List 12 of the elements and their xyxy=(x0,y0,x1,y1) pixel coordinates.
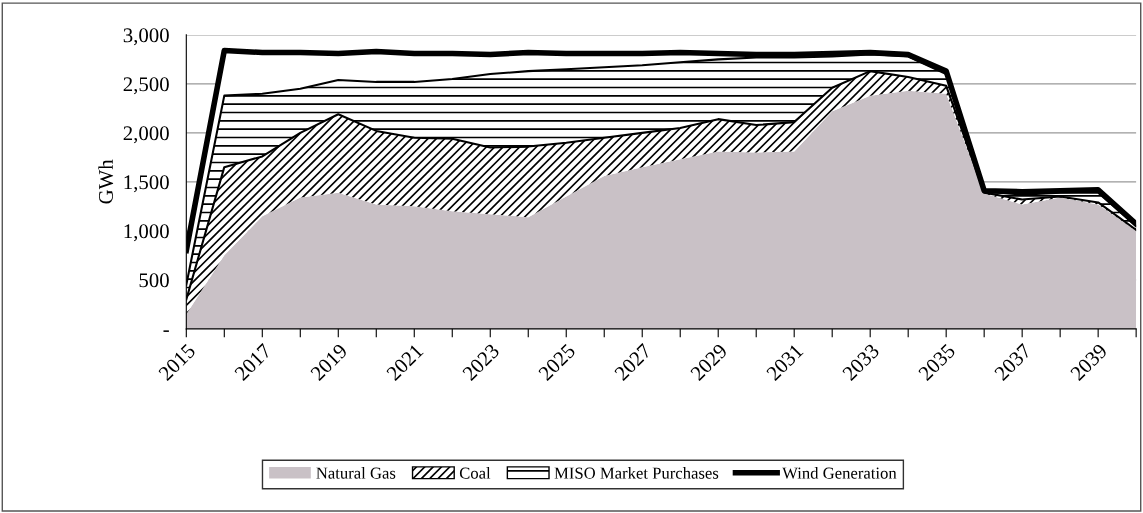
y-axis-title: GWh xyxy=(98,159,114,204)
y-tick-label: - xyxy=(163,330,169,332)
y-tick-label: 1,500 xyxy=(124,175,169,193)
y-tick-label: 2,000 xyxy=(123,126,169,144)
y-tick-label: 1,000 xyxy=(124,224,169,242)
legend-label: Wind Generation xyxy=(782,467,897,479)
y-tick-label: 3,000 xyxy=(123,28,169,46)
legend-label: Natural Gas xyxy=(316,467,396,479)
y-tick-label: 2,500 xyxy=(123,77,169,95)
legend-label: Coal xyxy=(459,467,491,479)
y-tick-label: 500 xyxy=(139,273,169,288)
legend-label: MISO Market Purchases xyxy=(554,467,719,479)
